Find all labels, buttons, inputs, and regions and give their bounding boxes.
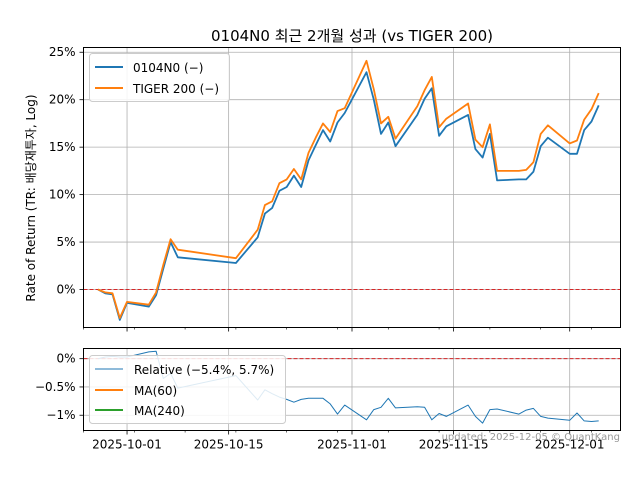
bottom-y-ticks: 0% −0.5% −1% <box>35 352 84 422</box>
x-tick-label: 2025-11-15 <box>419 438 489 452</box>
bottom-x-ticks: 2025-10-01 2025-10-15 2025-11-01 2025-11-15… <box>83 430 605 452</box>
top-y-ticks: 0% 5% 10% 15% 20% 25% <box>49 45 84 297</box>
legend-label-ma240: MA(240) <box>134 404 185 418</box>
x-tick-label: 2025-11-01 <box>317 438 387 452</box>
y-tick-label: 10% <box>49 188 76 202</box>
x-tick-label: 2025-10-01 <box>92 438 162 452</box>
legend-label-relative: Relative (−5.4%, 5.7%) <box>134 363 274 377</box>
y-tick-label: −0.5% <box>35 380 76 394</box>
y-tick-label: 15% <box>49 140 76 154</box>
legend-label-ma60: MA(60) <box>134 384 177 398</box>
top-x-ticks <box>83 327 592 332</box>
series-line-tiger-200 <box>97 59 600 319</box>
chart-title: 0104N0 최근 2개월 성과 (vs TIGER 200) <box>211 27 493 45</box>
legend-label-0104n0: 0104N0 (−) <box>133 61 203 75</box>
y-tick-label: −1% <box>46 408 75 422</box>
y-tick-label: 0% <box>56 283 75 297</box>
top-y-axis-label: Rate of Return (TR: 배당재투자, Log) <box>24 94 38 301</box>
bottom-legend: Relative (−5.4%, 5.7%) MA(60) MA(240) <box>89 355 286 424</box>
y-tick-label: 5% <box>56 235 75 249</box>
legend-label-tiger200: TIGER 200 (−) <box>132 82 219 96</box>
y-tick-label: 20% <box>49 93 76 107</box>
series-line-0104n0 <box>97 71 600 321</box>
top-legend: 0104N0 (−) TIGER 200 (−) <box>89 53 230 102</box>
top-series-lines <box>97 59 600 321</box>
x-tick-label: 2025-12-01 <box>535 438 605 452</box>
x-tick-label: 2025-10-15 <box>194 438 264 452</box>
updated-footer: updated: 2025-12-05 © QuantKang <box>442 432 620 443</box>
y-tick-label: 0% <box>56 352 75 366</box>
y-tick-label: 25% <box>49 45 76 59</box>
